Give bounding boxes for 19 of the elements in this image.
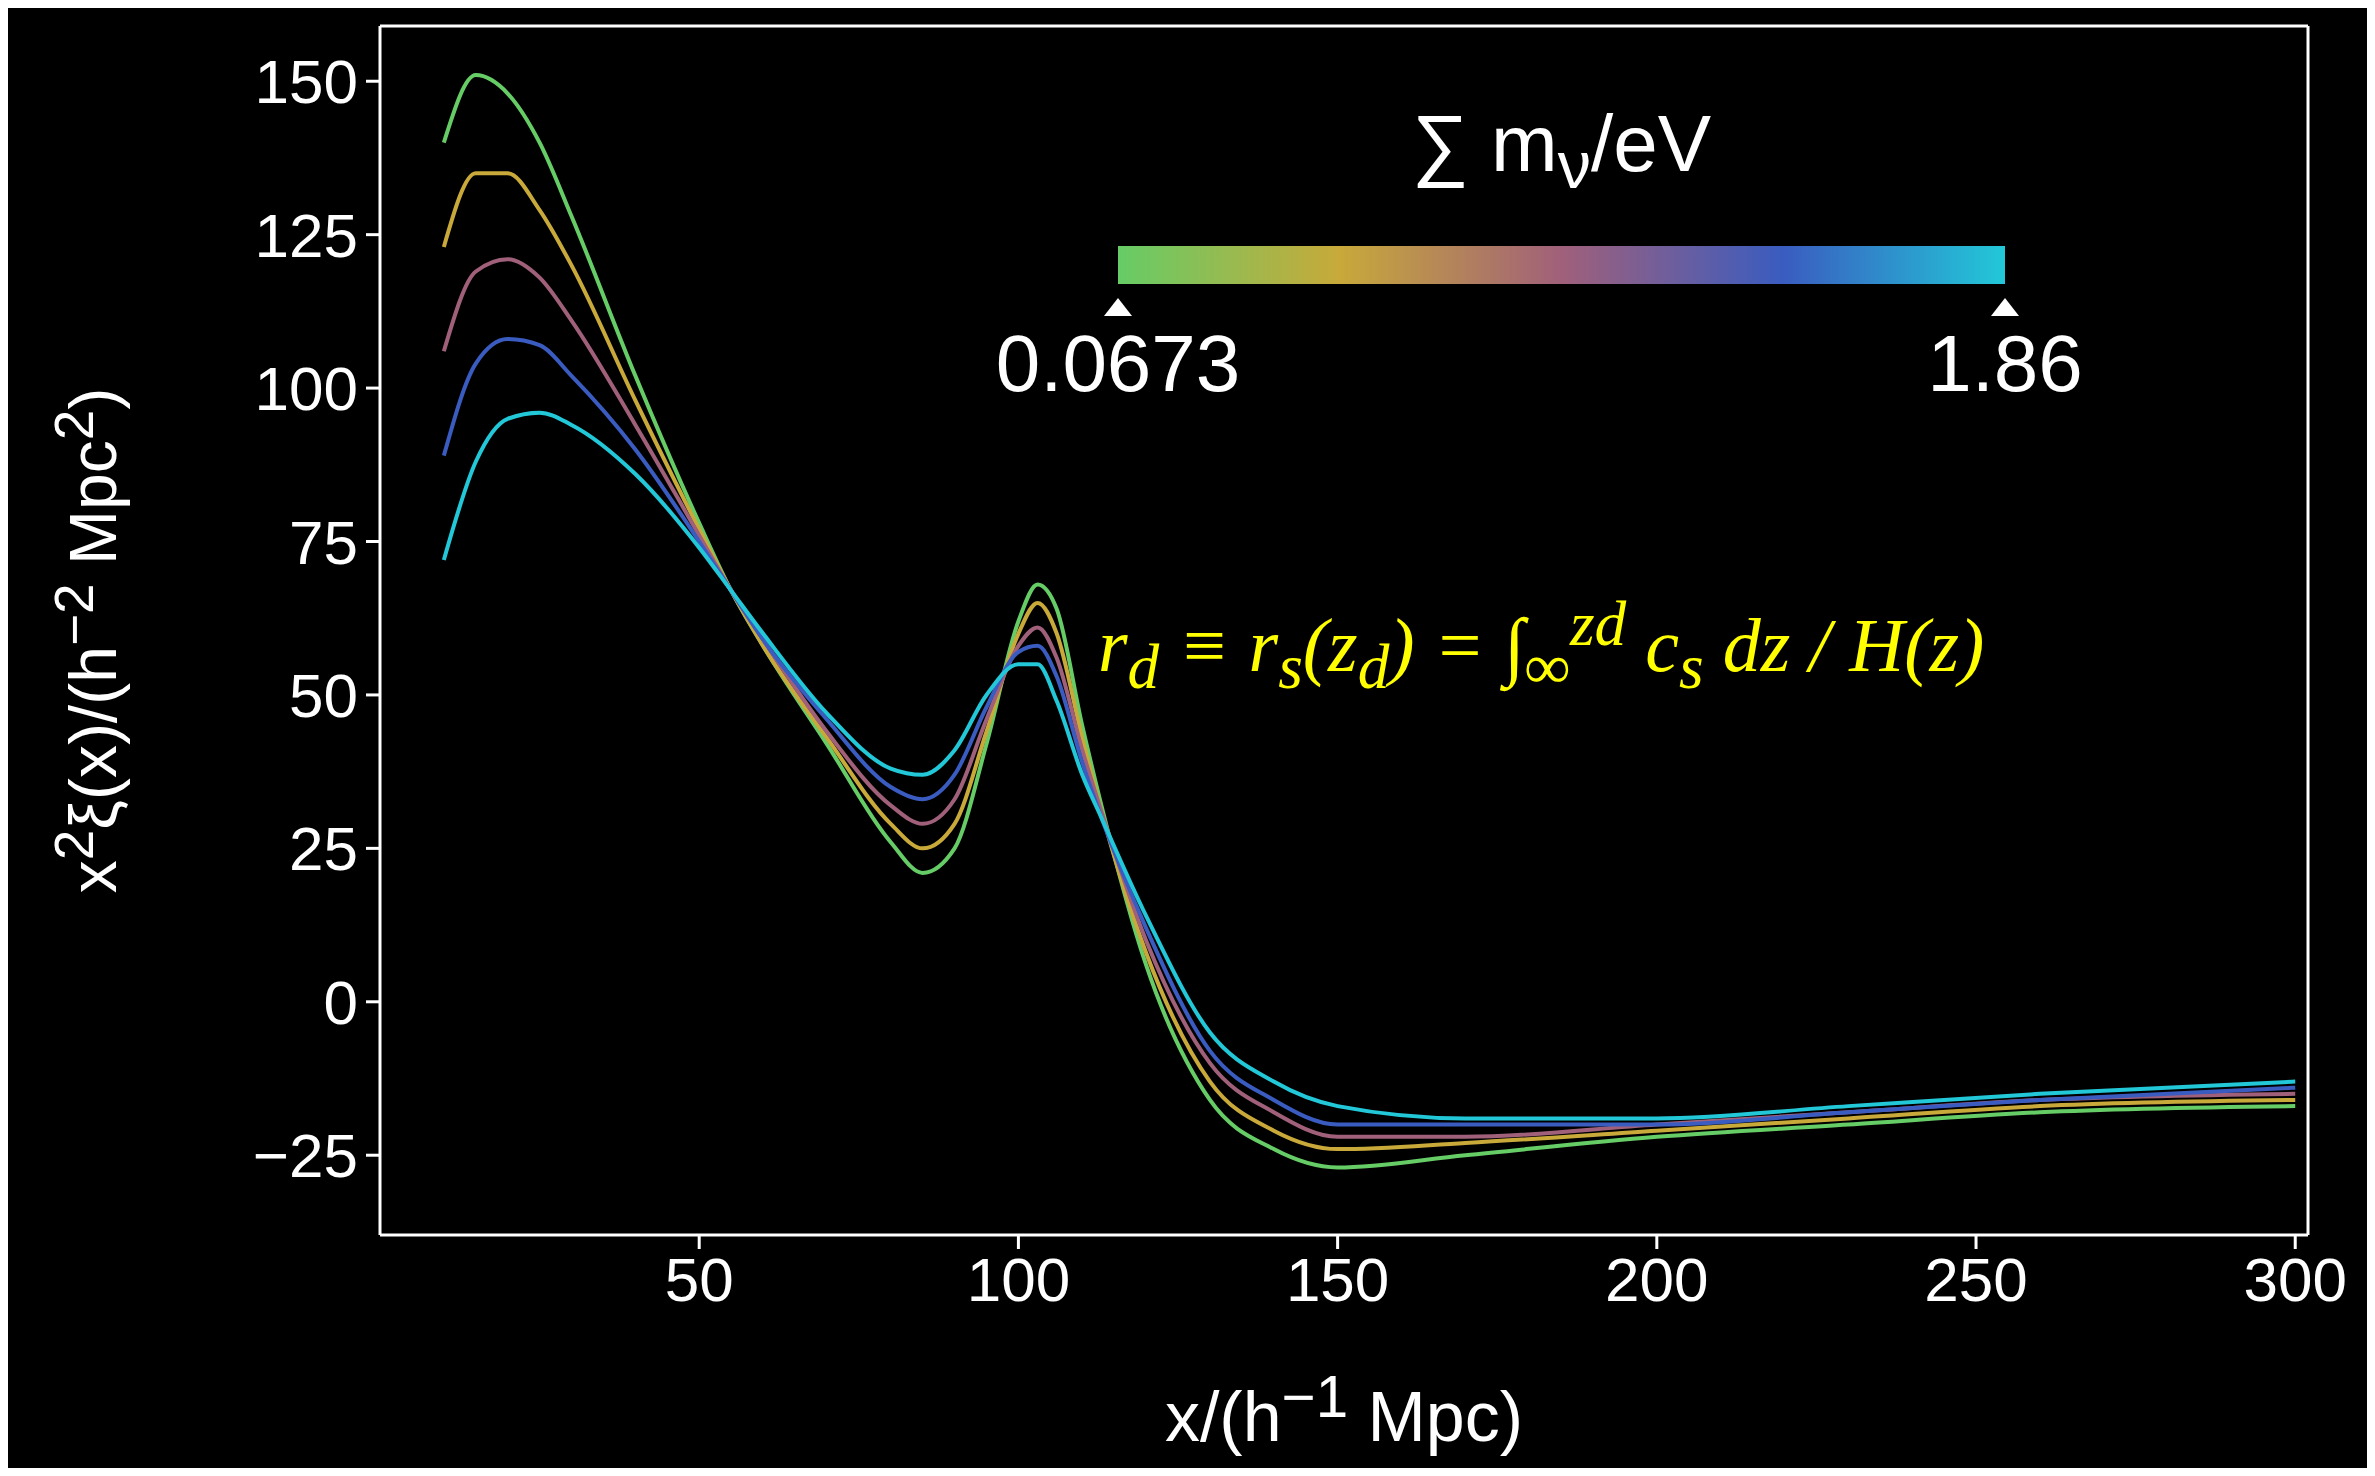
y-tick-label: 100: [254, 354, 358, 424]
y-tick-label: 150: [254, 47, 358, 117]
annotation: 1.86: [1926, 318, 2084, 410]
annotation: 0.0673: [994, 318, 1242, 410]
text: r$_{d}$ ≡ r$_{s}$(z$_{d}$) = ∫$_{∞}$$^{zd}$ c$_{s}$ dz / H(z): [1098, 589, 1985, 702]
x-tick-label: 100: [966, 1245, 1071, 1315]
x-tick-label: 250: [1924, 1245, 2028, 1315]
color-bar-title: ∑ m$_{ν}$/eV: [1410, 98, 1713, 203]
y-tick-label: 0: [323, 967, 358, 1037]
x-tick-label: 300: [2243, 1245, 2347, 1315]
y-tick-label: 75: [289, 507, 358, 577]
x-tick-label: 50: [664, 1245, 734, 1315]
x-axis-title: x/(h$^{−1}$ Mpc): [1163, 1363, 1525, 1458]
x-tick-label: 200: [1605, 1245, 1709, 1315]
x-tick-label: 150: [1285, 1245, 1390, 1315]
y-tick-label: 125: [254, 200, 358, 270]
y-tick-label: −25: [252, 1121, 358, 1191]
y-tick-label: 50: [289, 660, 358, 730]
y-tick-label: 25: [289, 814, 358, 884]
